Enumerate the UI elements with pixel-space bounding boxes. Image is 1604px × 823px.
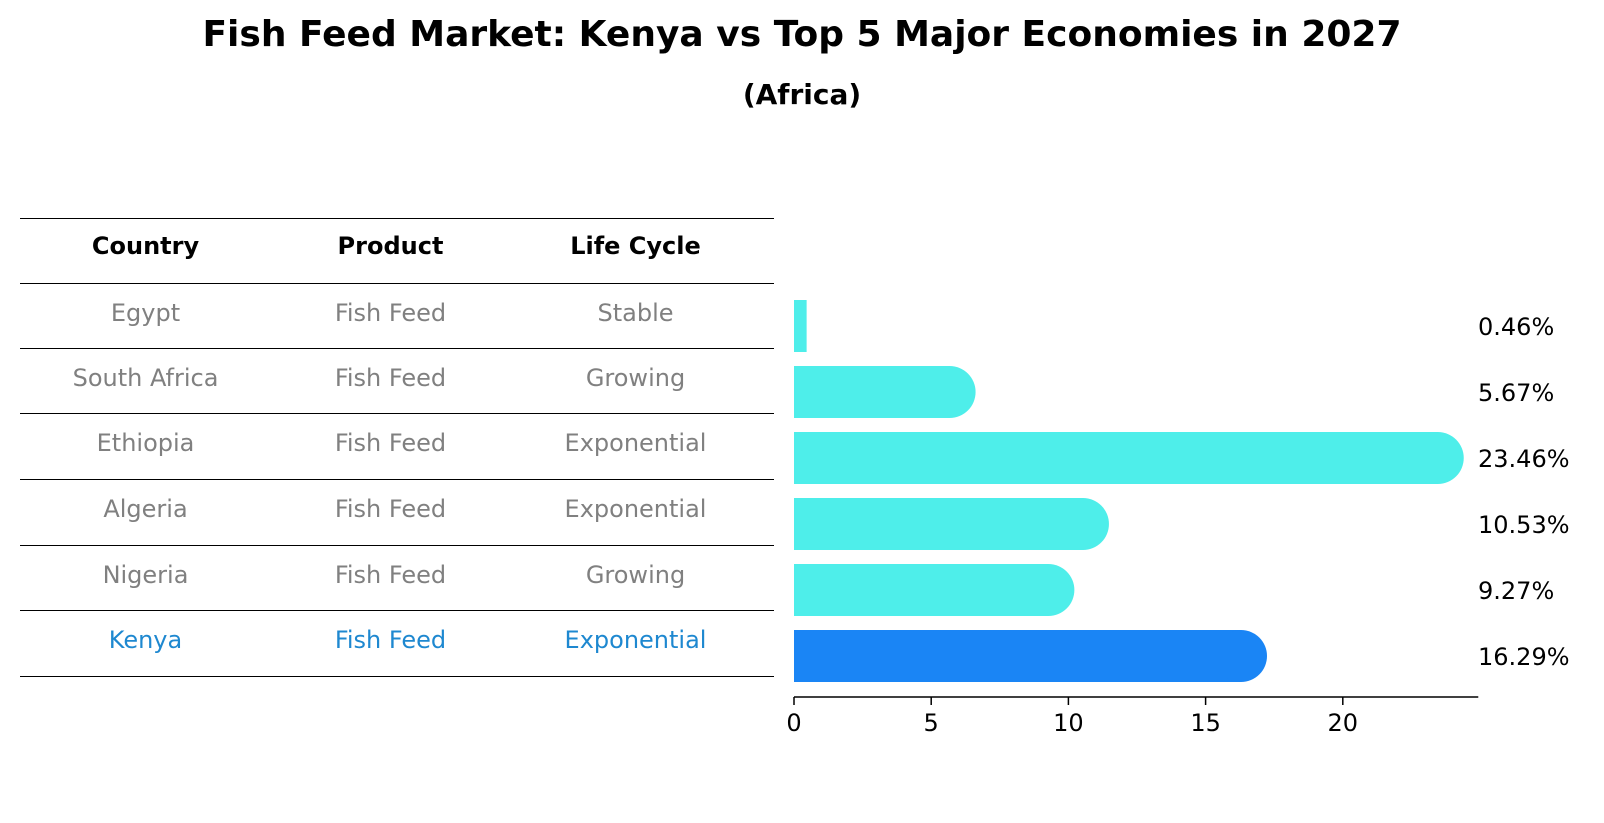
- bar-cap: [1411, 432, 1464, 484]
- header-product: Product: [337, 232, 444, 260]
- x-tick-label: 20: [1328, 709, 1359, 737]
- bar-cap: [1056, 498, 1109, 550]
- table-header-rule: [20, 283, 774, 284]
- x-tick-label: 5: [924, 709, 939, 737]
- x-tick-label: 10: [1053, 709, 1084, 737]
- cell-country: South Africa: [72, 364, 219, 392]
- table-bottom-rule: [20, 676, 774, 677]
- table-row-rule: [20, 479, 774, 480]
- value-label: 5.67%: [1478, 379, 1554, 407]
- value-label: 10.53%: [1478, 511, 1570, 539]
- x-tick-label: 0: [786, 709, 801, 737]
- bar-cap: [1214, 630, 1267, 682]
- value-label: 16.29%: [1478, 643, 1570, 671]
- cell-country: Ethiopia: [96, 429, 195, 457]
- bar-nigeria: [794, 564, 1049, 616]
- value-label: 23.46%: [1478, 445, 1570, 473]
- cell-life-cycle: Exponential: [564, 429, 707, 457]
- cell-country: Nigeria: [102, 561, 189, 589]
- cell-life-cycle: Growing: [585, 364, 686, 392]
- table-row-rule: [20, 348, 774, 349]
- cell-product: Fish Feed: [334, 364, 447, 392]
- chart-subtitle: (Africa): [742, 78, 862, 111]
- cell-life-cycle: Growing: [585, 561, 686, 589]
- cell-product: Fish Feed: [334, 299, 447, 327]
- cell-life-cycle: Exponential: [564, 495, 707, 523]
- value-label: 0.46%: [1478, 313, 1554, 341]
- cell-country: Algeria: [103, 495, 188, 523]
- header-life-cycle: Life Cycle: [570, 232, 701, 260]
- table-row-rule: [20, 545, 774, 546]
- cell-product: Fish Feed: [334, 561, 447, 589]
- table-top-rule: [20, 218, 774, 219]
- bar-cap: [923, 366, 976, 418]
- bar-cap: [1022, 564, 1075, 616]
- bar-ethiopia: [794, 432, 1438, 484]
- cell-product: Fish Feed: [334, 495, 447, 523]
- chart-title: Fish Feed Market: Kenya vs Top 5 Major E…: [202, 14, 1402, 55]
- cell-country-highlight: Kenya: [108, 626, 183, 654]
- bar-egypt: [794, 300, 807, 352]
- table-row-rule: [20, 610, 774, 611]
- value-label: 9.27%: [1478, 577, 1554, 605]
- x-tick-label: 15: [1190, 709, 1221, 737]
- cell-product-highlight: Fish Feed: [334, 626, 447, 654]
- table-row-rule: [20, 413, 774, 414]
- bar-algeria: [794, 498, 1083, 550]
- header-country: Country: [91, 232, 200, 260]
- cell-country: Egypt: [110, 299, 181, 327]
- cell-life-cycle-highlight: Exponential: [564, 626, 707, 654]
- cell-life-cycle: Stable: [597, 299, 674, 327]
- cell-product: Fish Feed: [334, 429, 447, 457]
- bar-kenya: [794, 630, 1241, 682]
